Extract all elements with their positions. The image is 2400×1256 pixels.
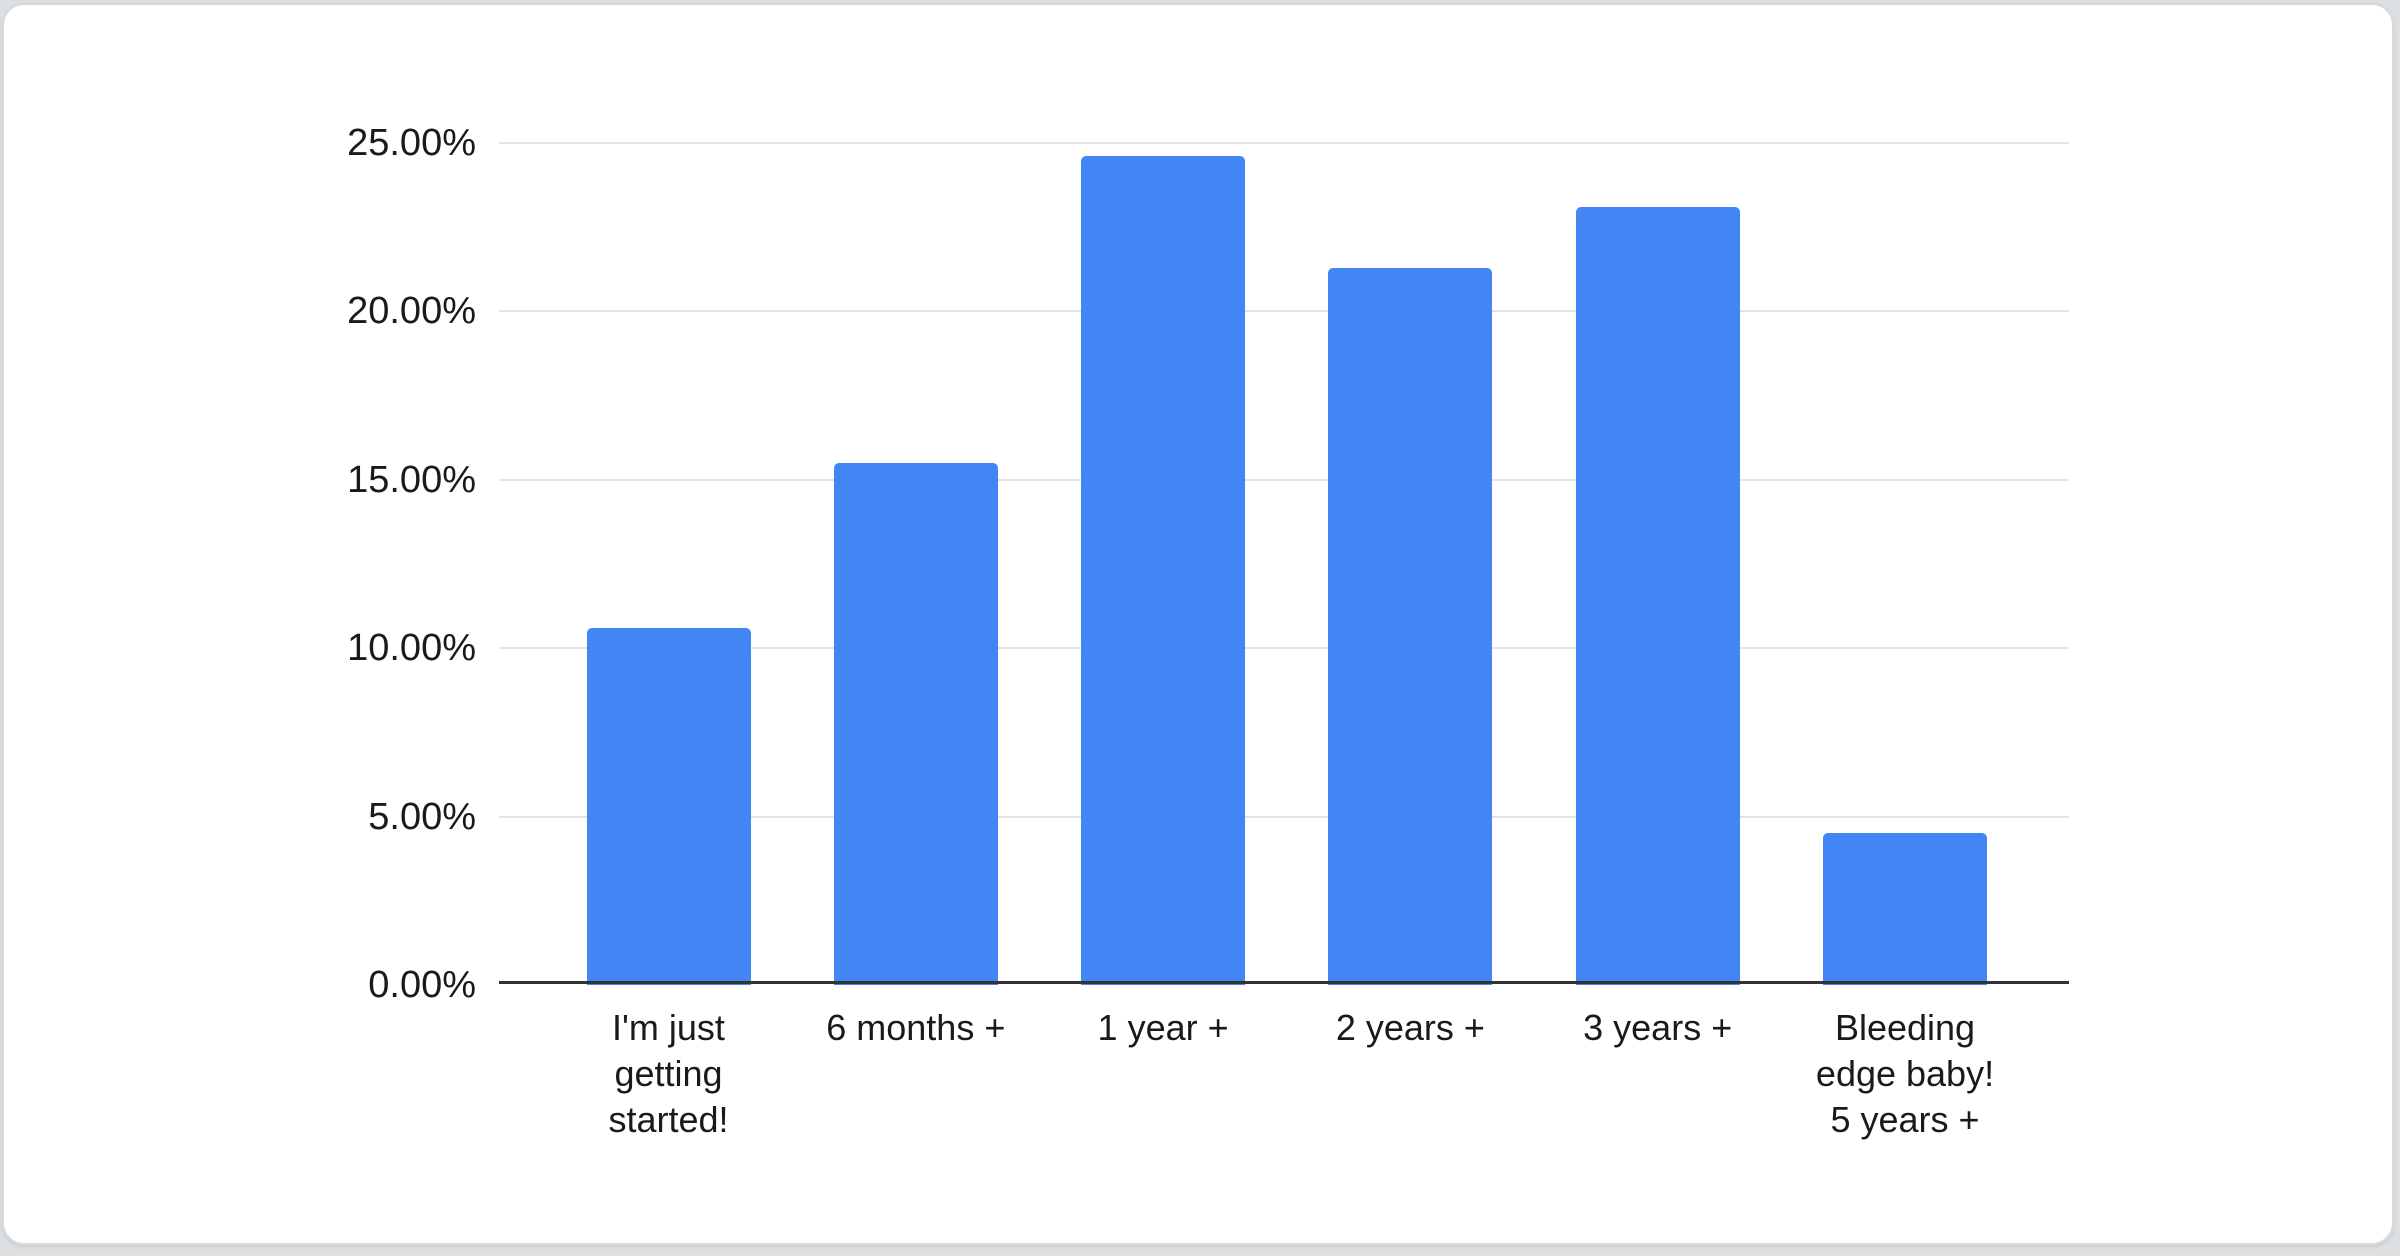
- y-axis-tick-label: 0.00%: [368, 964, 476, 1006]
- x-axis-category-label: 3 years +: [1583, 1007, 1733, 1048]
- y-axis-tick-label: 10.00%: [347, 627, 476, 670]
- bar-series-point-3[interactable]: [1328, 267, 1493, 985]
- chart-card: 0.00% 5.00% 10.00% 15.00% 20.00% 25.00% I'm ju…: [2, 3, 2394, 1245]
- y-axis-tick-label: 5.00%: [368, 795, 476, 838]
- y-axis-tick-label: 15.00%: [347, 458, 476, 501]
- bar-series-point-1[interactable]: [833, 462, 998, 985]
- x-axis-category-label: 1 year +: [1097, 1007, 1229, 1048]
- gridline-10.00%: [499, 647, 2069, 650]
- y-axis-tick-label: 25.00%: [347, 122, 476, 164]
- x-axis-category-label: 6 months +: [826, 1007, 1006, 1048]
- x-axis-category-label: 2 years +: [1335, 1007, 1485, 1048]
- gridline-5.00%: [499, 815, 2069, 818]
- x-axis-category-label: Bleeding edge baby! 5 years +: [1815, 1007, 1995, 1140]
- y-axis-tick-label: 20.00%: [347, 290, 476, 333]
- gridline-15.00%: [499, 478, 2069, 481]
- gridline-20.00%: [499, 310, 2069, 313]
- gridline-25.00%: [499, 142, 2069, 144]
- bar-series-point-0[interactable]: [586, 627, 751, 985]
- bar-series-point-5[interactable]: [1823, 833, 1987, 985]
- x-axis-category-label: I'm just getting started!: [608, 1007, 729, 1140]
- bar-series-point-4[interactable]: [1575, 206, 1740, 985]
- x-axis-line: [499, 981, 2069, 984]
- bar-chart: 0.00% 5.00% 10.00% 15.00% 20.00% 25.00% I'm ju…: [4, 5, 2392, 1243]
- bar-series-point-2[interactable]: [1081, 156, 1246, 985]
